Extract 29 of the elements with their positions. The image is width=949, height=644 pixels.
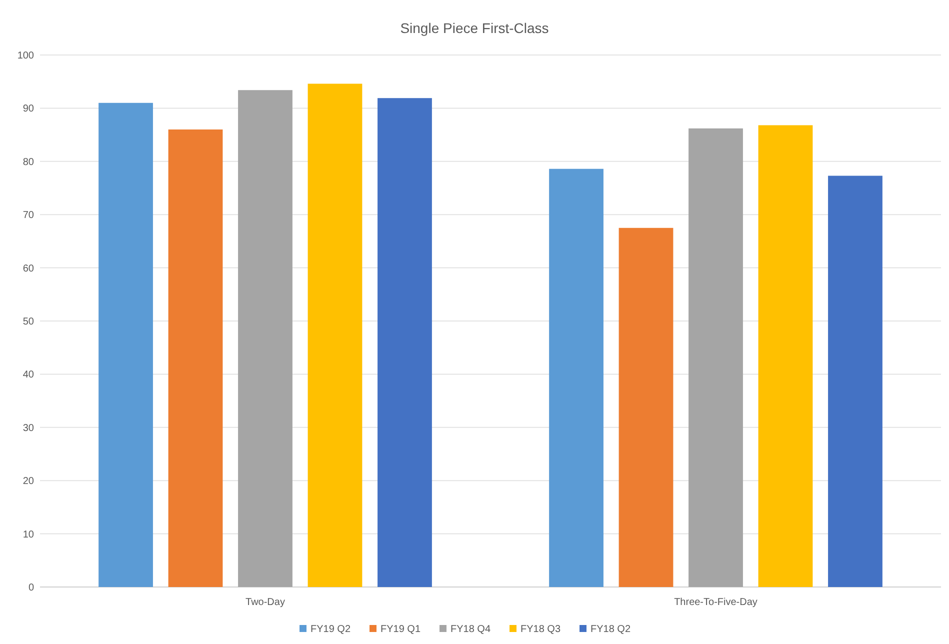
bar <box>549 168 604 587</box>
x-tick-label: Three-To-Five-Day <box>674 597 758 608</box>
y-tick-label: 60 <box>22 263 34 274</box>
y-tick-label: 80 <box>22 156 34 168</box>
chart-title: Single Piece First-Class <box>400 20 549 36</box>
legend-label: FY19 Q1 <box>380 624 421 635</box>
bar <box>378 98 432 587</box>
bar <box>238 90 292 587</box>
y-tick-label: 0 <box>28 582 34 594</box>
y-tick-label: 90 <box>22 104 34 115</box>
bar <box>758 125 813 587</box>
bar <box>98 102 153 587</box>
y-tick-label: 30 <box>22 422 34 434</box>
bar <box>168 129 223 587</box>
y-tick-label: 40 <box>22 370 34 381</box>
y-tick-label: 50 <box>22 316 34 328</box>
legend-label: FY18 Q4 <box>450 624 491 635</box>
y-tick-label: 70 <box>22 210 34 222</box>
legend-label: FY18 Q2 <box>590 624 631 635</box>
bar <box>308 84 362 587</box>
y-tick-label: 10 <box>22 529 34 540</box>
x-tick-label: Two-Day <box>246 597 285 608</box>
bar <box>618 228 674 587</box>
bar <box>828 176 882 587</box>
y-tick-label: 100 <box>17 50 34 62</box>
legend-label: FY19 Q2 <box>310 624 351 635</box>
bar <box>688 128 743 587</box>
y-tick-label: 20 <box>22 476 34 488</box>
legend-label: FY18 Q3 <box>520 624 561 635</box>
